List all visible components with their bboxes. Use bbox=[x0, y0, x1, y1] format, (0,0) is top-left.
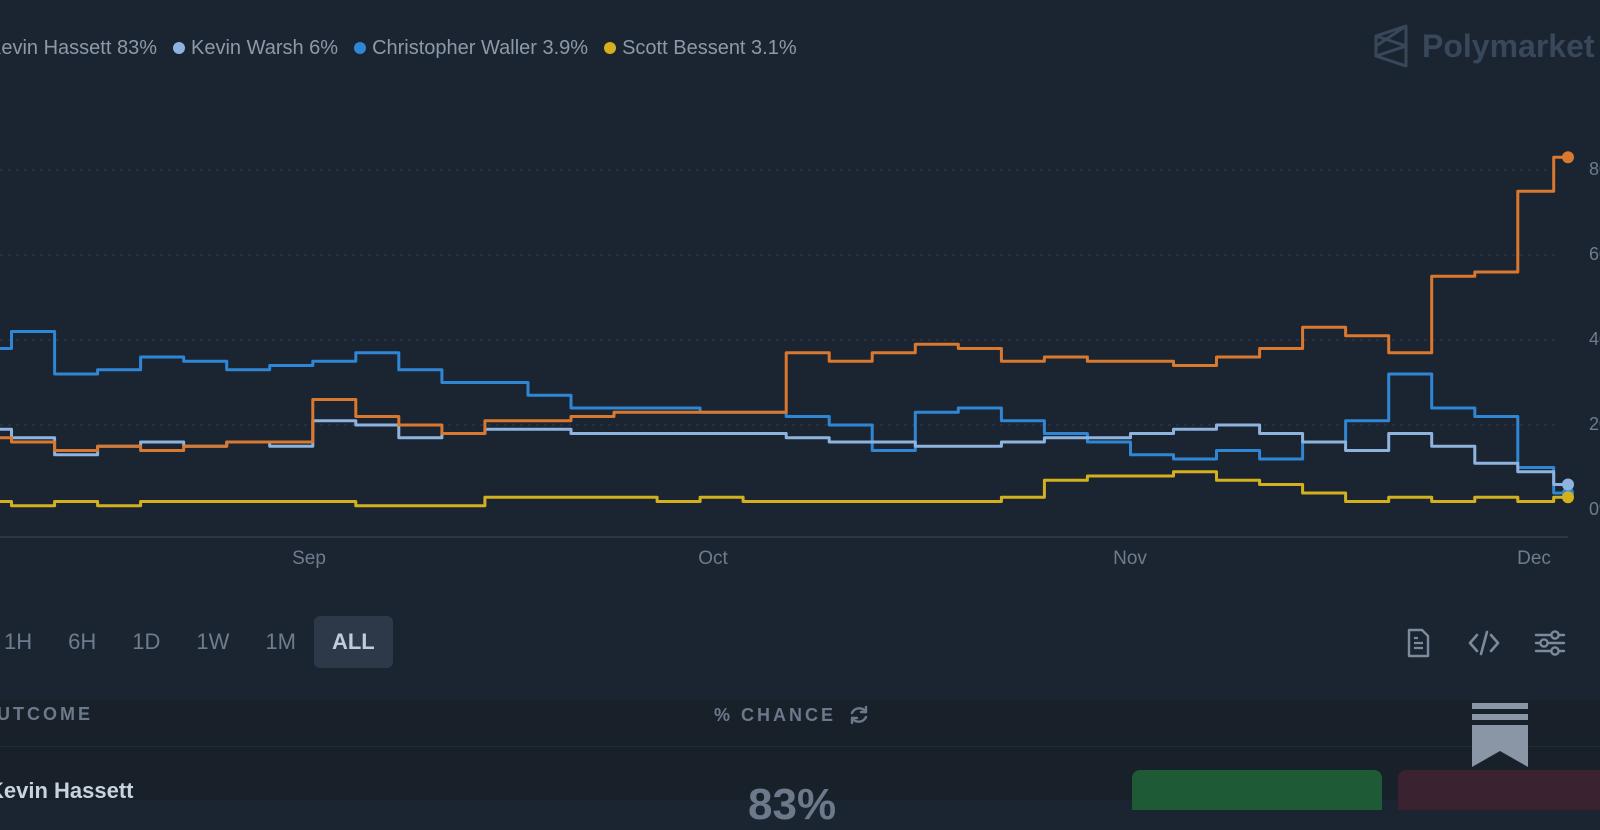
document-icon[interactable] bbox=[1399, 624, 1437, 662]
brand-name: Polymarket bbox=[1422, 27, 1595, 64]
x-tick-label: Dec bbox=[1517, 548, 1551, 569]
polymarket-logo-icon bbox=[1374, 24, 1408, 68]
series-endpoint-scott-bessent bbox=[1562, 491, 1574, 504]
series-line-scott-bessent bbox=[0, 470, 1568, 508]
legend-dot-icon bbox=[604, 42, 617, 54]
price-history-chart bbox=[0, 151, 1574, 538]
table-divider bbox=[0, 746, 1600, 747]
legend-label: Kevin Warsh 6% bbox=[190, 36, 339, 59]
legend-item: Christopher Waller 3.9% bbox=[354, 37, 588, 60]
time-range-selector: 1H 6H 1D 1W 1M ALL bbox=[0, 616, 393, 668]
range-button-6h[interactable]: 6H bbox=[68, 629, 97, 654]
series-endpoint-kevin-warsh bbox=[1562, 478, 1574, 491]
column-header-outcome: OUTCOME bbox=[0, 704, 93, 724]
legend-label: Kevin Hassett 83% bbox=[0, 36, 157, 59]
x-tick-label: Sep bbox=[292, 548, 326, 569]
legend-label: Scott Bessent 3.1% bbox=[622, 36, 797, 59]
range-button-all[interactable]: ALL bbox=[313, 616, 393, 668]
buy-no-button[interactable] bbox=[1398, 770, 1600, 810]
legend-label: Christopher Waller 3.9% bbox=[372, 36, 589, 59]
buy-yes-button[interactable] bbox=[1132, 770, 1382, 810]
column-header-chance: % CHANCE bbox=[714, 704, 870, 726]
legend-item: Kevin Hassett 83% bbox=[0, 37, 157, 60]
legend-dot-icon bbox=[354, 42, 367, 54]
refresh-icon[interactable] bbox=[848, 704, 870, 726]
x-tick-label: Nov bbox=[1113, 548, 1147, 569]
series-endpoint-kevin-hassett bbox=[1562, 151, 1574, 164]
y-tick-label: 60% bbox=[1589, 244, 1600, 264]
embed-code-icon[interactable] bbox=[1465, 624, 1503, 662]
y-tick-label: 20% bbox=[1589, 414, 1600, 434]
series-line-kevin-warsh bbox=[0, 419, 1568, 486]
x-tick-label: Oct bbox=[698, 548, 728, 569]
y-tick-label: 40% bbox=[1589, 329, 1600, 349]
range-button-1m[interactable]: 1M bbox=[265, 629, 296, 654]
column-header-chance-label: % CHANCE bbox=[714, 704, 837, 725]
series-line-kevin-hassett bbox=[0, 155, 1568, 452]
range-button-1w[interactable]: 1W bbox=[196, 629, 230, 654]
y-tick-label: 0% bbox=[1589, 499, 1600, 519]
brand-logo: Polymarket bbox=[1372, 24, 1595, 68]
legend-item: Scott Bessent 3.1% bbox=[604, 37, 797, 60]
bookmark-icon[interactable] bbox=[1472, 703, 1528, 767]
chart-legend: Kevin Hassett 83% Kevin Warsh 6% Christoph… bbox=[0, 36, 797, 60]
outcome-chance: 83% bbox=[748, 780, 837, 829]
settings-sliders-icon[interactable] bbox=[1531, 624, 1569, 662]
y-tick-label: 80% bbox=[1589, 159, 1600, 179]
legend-dot-icon bbox=[172, 42, 185, 54]
legend-item: Kevin Warsh 6% bbox=[172, 36, 339, 60]
outcome-name: Kevin Hassett bbox=[0, 778, 134, 803]
range-button-1h[interactable]: 1H bbox=[4, 629, 33, 654]
range-button-1d[interactable]: 1D bbox=[132, 629, 161, 654]
